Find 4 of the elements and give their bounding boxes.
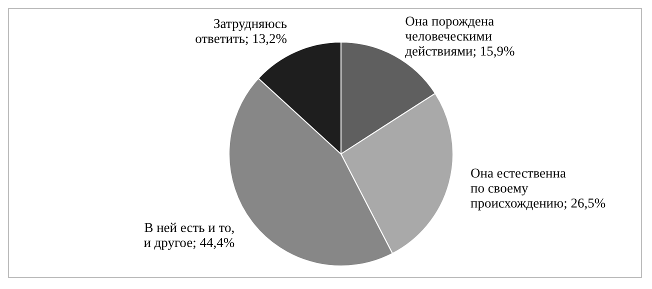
slice-label: Затрудняюсь ответить; 13,2% — [195, 16, 288, 46]
slice-label: В ней есть и то, и другое; 44,4% — [144, 220, 235, 250]
slice-label: Она порождена человеческими действиями; 15,9% — [405, 13, 515, 58]
slice-label: Она естественна по своему происхождению; 26,5% — [470, 166, 606, 211]
